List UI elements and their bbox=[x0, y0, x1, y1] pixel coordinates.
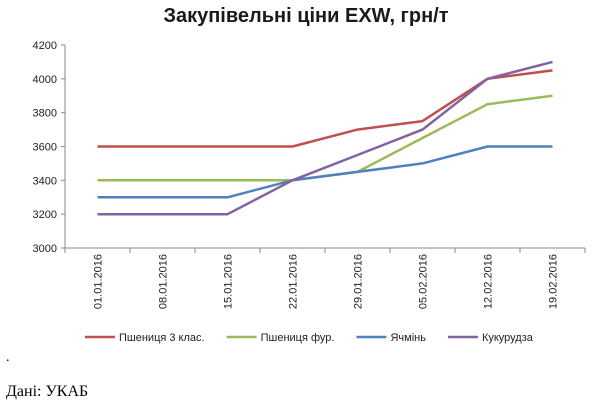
y-tick-label: 3400 bbox=[33, 175, 57, 187]
line-chart: Закупівельні ціни EXW, грн/т 3000 3200 340… bbox=[33, 5, 586, 344]
x-tick-label: 15.01.2016 bbox=[223, 254, 235, 309]
y-tick-label: 3800 bbox=[33, 108, 57, 120]
x-tick-label: 19.02.2016 bbox=[548, 254, 560, 309]
x-tick-label: 08.01.2016 bbox=[158, 254, 170, 309]
y-tick-label: 3600 bbox=[33, 142, 57, 154]
y-tick-label: 3000 bbox=[33, 243, 57, 255]
series-line-3 bbox=[97, 145, 553, 199]
series-line-4 bbox=[97, 60, 553, 216]
x-tick-label: 01.01.2016 bbox=[93, 254, 105, 309]
y-tick-label: 4000 bbox=[33, 74, 57, 86]
x-tick-label: 22.01.2016 bbox=[288, 254, 300, 309]
legend-label: Ячмінь bbox=[390, 332, 426, 344]
x-tick-label: 05.02.2016 bbox=[418, 254, 430, 309]
source-note: Дані: УКАБ bbox=[6, 383, 89, 400]
legend-label: Кукурудза bbox=[482, 332, 534, 344]
chart-title: Закупівельні ціни EXW, грн/т bbox=[163, 5, 448, 27]
y-tick-label: 3200 bbox=[33, 209, 57, 221]
y-tick-label: 4200 bbox=[33, 40, 57, 52]
legend-label: Пшениця фур. bbox=[261, 332, 335, 344]
x-tick-label: 29.01.2016 bbox=[353, 254, 365, 309]
x-tick-label: 12.02.2016 bbox=[483, 254, 495, 309]
footer-dot: . bbox=[6, 350, 10, 365]
legend-label: Пшениця 3 клас. bbox=[119, 332, 205, 344]
